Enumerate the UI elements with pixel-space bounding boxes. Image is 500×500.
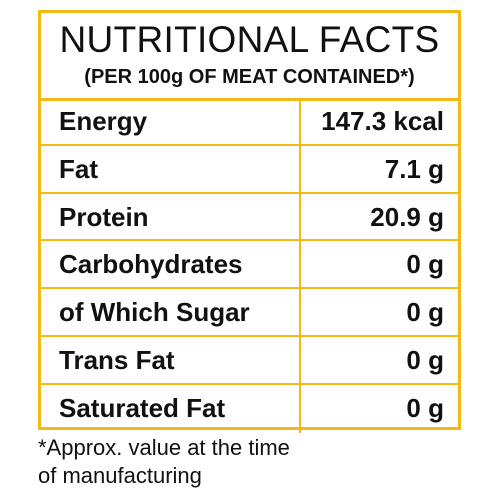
- nutrient-name: Saturated Fat: [41, 384, 301, 433]
- footnote-line: of manufacturing: [38, 463, 202, 488]
- nutrient-value: 0 g: [406, 392, 444, 423]
- serving-basis-subtitle: (PER 100g OF MEAT CONTAINED*): [84, 66, 415, 88]
- table-row-fat: Fat 7.1 g: [41, 145, 458, 194]
- nutrient-name: Energy: [41, 98, 301, 144]
- nutrient-value: 147.3 kcal: [321, 106, 444, 136]
- nutrient-name: Carbohydrates: [41, 241, 301, 288]
- nutrient-name: of Which Sugar: [41, 289, 301, 335]
- nutrient-value: 0 g: [406, 249, 444, 280]
- nutrient-name: Protein: [41, 193, 301, 240]
- nutrition-facts-panel: NUTRITIONAL FACTS (PER 100g OF MEAT CONT…: [38, 10, 461, 433]
- nutrient-name: Fat: [41, 145, 301, 192]
- table-row-energy: Energy 147.3 kcal: [41, 98, 458, 146]
- nutrition-table: Energy 147.3 kcal Fat 7.1 g Protein 20.9…: [41, 98, 458, 433]
- page-title: NUTRITIONAL FACTS: [59, 19, 440, 60]
- nutrient-value: 20.9 g: [370, 201, 444, 232]
- nutrient-value: 7.1 g: [384, 153, 444, 184]
- nutrient-name: Trans Fat: [41, 336, 301, 383]
- nutrient-value: 0 g: [406, 344, 444, 375]
- nutrition-header: NUTRITIONAL FACTS (PER 100g OF MEAT CONT…: [41, 13, 458, 101]
- table-row-saturated-fat: Saturated Fat 0 g: [41, 384, 458, 433]
- table-row-protein: Protein 20.9 g: [41, 193, 458, 242]
- table-row-sugar: of Which Sugar 0 g: [41, 289, 458, 337]
- nutrient-value: 0 g: [406, 297, 444, 328]
- table-row-trans-fat: Trans Fat 0 g: [41, 336, 458, 385]
- table-row-carbohydrates: Carbohydrates 0 g: [41, 241, 458, 290]
- footnote: *Approx. value at the time of manufactur…: [38, 434, 458, 490]
- footnote-line: *Approx. value at the time: [38, 435, 290, 460]
